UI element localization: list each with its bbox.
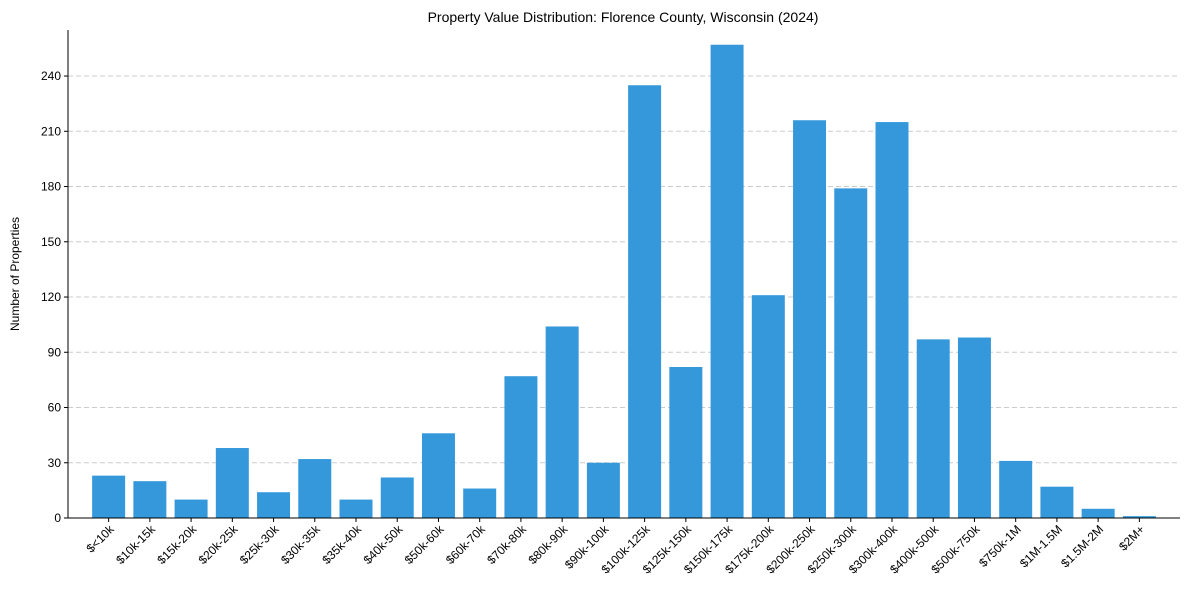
x-tick-label: $30k-35k [278,522,324,568]
x-tick-label: $60k-70k [443,522,489,568]
bar [875,122,909,518]
bar [92,475,126,518]
y-tick-label: 120 [41,290,61,304]
gridlines [68,75,1180,464]
bar [999,460,1033,518]
x-tick-label: $1M-1.5M [1017,522,1065,570]
y-tick-label: 210 [41,124,61,138]
y-axis-label: Number of Properties [8,217,22,331]
x-tick-label: $1.5M-2M [1058,522,1106,570]
bar [1122,516,1156,518]
x-tick-label: $<10k [83,522,117,556]
bar [463,488,497,518]
bar [545,326,579,518]
y-tick-label: 180 [41,180,61,194]
y-tick-label: 90 [48,345,62,359]
x-tick-label: $750k-1M [976,522,1024,570]
x-tick-label: $20k-25k [196,522,242,568]
bar [339,499,373,518]
y-tick-label: 240 [41,69,61,83]
bar [174,499,208,518]
bar [710,44,744,518]
bar [916,339,950,518]
bar [1081,508,1115,518]
bar [421,433,455,518]
x-tick-label: $50k-60k [402,522,448,568]
bar [669,366,703,518]
bar [133,481,167,518]
y-tick-label: 0 [54,511,61,525]
x-tick-label: $35k-40k [319,522,365,568]
x-tick-label: $70k-80k [484,522,530,568]
bar [751,295,785,518]
bar [834,188,868,518]
y-tick-label: 150 [41,235,61,249]
bar [380,477,414,518]
bar [957,337,991,518]
chart-title: Property Value Distribution: Florence Co… [428,9,819,25]
bar [586,462,620,518]
x-tick-label: $40k-50k [361,522,407,568]
bar [504,376,538,518]
bar [257,492,291,518]
y-tick-label: 30 [48,456,62,470]
x-tick-label: $2M+ [1116,522,1147,553]
bar [1040,486,1074,518]
bar [628,85,662,518]
x-axis-ticks: $<10k$10k-15k$15k-20k$20k-25k$25k-30k$30… [83,518,1147,576]
y-axis-ticks: 0 30 60 90 120 150 180 210 240 [41,69,68,525]
bar [298,459,332,518]
x-tick-label: $15k-20k [154,522,200,568]
y-tick-label: 60 [48,401,62,415]
bars [92,44,1156,519]
x-tick-label: $25k-30k [237,522,283,568]
bar [793,120,827,519]
x-tick-label: $10k-15k [113,522,159,568]
bar [215,448,249,518]
axes [67,30,1180,519]
